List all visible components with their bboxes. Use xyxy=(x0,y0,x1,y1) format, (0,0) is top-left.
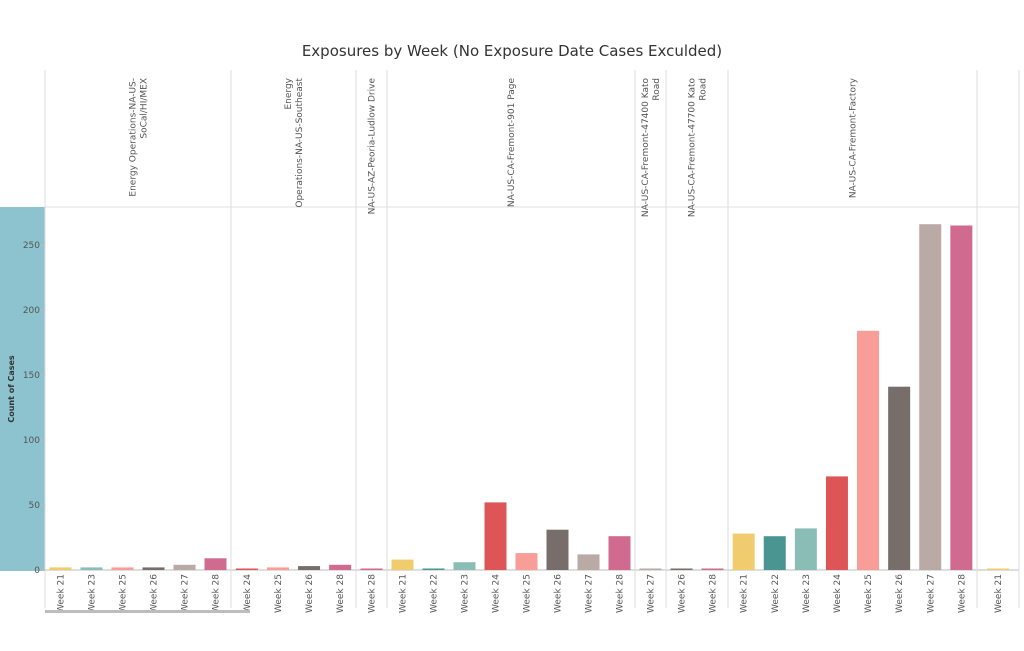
pane-header-label: NA-US-CA-Fremont-901 Page xyxy=(507,78,517,208)
x-tick-label: Week 28 xyxy=(957,574,967,613)
bar[interactable] xyxy=(919,224,942,570)
bar[interactable] xyxy=(266,567,289,570)
bar[interactable] xyxy=(732,533,755,570)
bar[interactable] xyxy=(453,562,476,570)
chart-title: Exposures by Week (No Exposure Date Case… xyxy=(301,42,723,60)
bar[interactable] xyxy=(794,528,817,570)
x-tick-label: Week 27 xyxy=(181,574,191,613)
bar[interactable] xyxy=(515,553,538,570)
bar[interactable] xyxy=(235,568,258,571)
x-tick-label: Week 25 xyxy=(523,574,533,613)
x-tick-label: Week 28 xyxy=(616,574,626,613)
x-tick-layer: Week 21 Week 23 Week 25 Week 26 Week 27 Week … xyxy=(57,574,1005,613)
bar[interactable] xyxy=(608,536,631,570)
pane-header-label: NA-US-AZ-Peoria-Ludlow Drive xyxy=(368,78,378,215)
x-tick-label: Week 25 xyxy=(274,574,284,613)
bar[interactable] xyxy=(484,502,507,570)
x-tick-label: Week 25 xyxy=(864,574,874,613)
pane-header-label: NA-US-CA-Fremont-47700 Kato xyxy=(688,78,698,218)
y-tick-label: 150 xyxy=(23,371,40,381)
x-tick-label: Week 28 xyxy=(336,574,346,613)
x-tick-label: Week 26 xyxy=(305,574,315,613)
x-tick-label: Week 26 xyxy=(554,574,564,613)
bar[interactable] xyxy=(173,564,196,570)
x-tick-label: Week 23 xyxy=(461,574,471,613)
pane-header-label: SoCal/HI/MEX xyxy=(140,78,150,139)
bar[interactable] xyxy=(391,559,414,570)
bar[interactable] xyxy=(987,568,1009,571)
bar[interactable] xyxy=(670,568,693,571)
x-tick-label: Week 28 xyxy=(212,574,222,613)
pane-header-label: Energy Operations-NA-US- xyxy=(129,78,139,197)
pane-header-layer: Energy Operations-NA-US- SoCal/HI/MEX Ener… xyxy=(129,77,859,217)
bar[interactable] xyxy=(298,566,321,570)
x-tick-label: Week 21 xyxy=(740,574,750,613)
y-tick-label: 100 xyxy=(23,436,40,446)
x-tick-label: Week 26 xyxy=(678,574,688,613)
bar[interactable] xyxy=(80,567,103,570)
x-tick-label: Week 25 xyxy=(119,574,129,613)
x-tick-label: Week 27 xyxy=(647,574,657,613)
pane-header-label: NA-US-CA-Fremont-47400 Kato xyxy=(641,78,651,218)
bar[interactable] xyxy=(142,567,165,570)
x-tick-label: Week 27 xyxy=(585,574,595,613)
bar[interactable] xyxy=(111,567,134,570)
x-tick-label: Week 26 xyxy=(895,574,905,613)
bar[interactable] xyxy=(204,558,227,570)
bar[interactable] xyxy=(329,564,352,570)
bar[interactable] xyxy=(701,568,724,571)
pane-header-label: Energy xyxy=(284,77,294,109)
y-tick-label: 0 xyxy=(34,566,40,576)
y-tick-label: 50 xyxy=(29,501,41,511)
y-axis-title: Count of Cases xyxy=(7,355,16,423)
bar[interactable] xyxy=(857,330,880,570)
bar[interactable] xyxy=(825,476,848,570)
bar[interactable] xyxy=(639,568,662,571)
bar-layer xyxy=(49,224,1009,571)
x-tick-label: Week 22 xyxy=(430,574,440,613)
pane-header-label: Operations-NA-US-Southeast xyxy=(295,78,305,208)
bar[interactable] xyxy=(360,568,383,571)
x-tick-label: Week 27 xyxy=(926,574,936,613)
horizontal-scrollbar[interactable] xyxy=(45,610,250,613)
x-tick-label: Week 24 xyxy=(243,574,253,613)
pane-header-label: NA-US-CA-Fremont-Factory xyxy=(849,77,859,198)
x-tick-label: Week 28 xyxy=(709,574,719,613)
y-tick-label: 200 xyxy=(23,306,40,316)
bar[interactable] xyxy=(763,536,786,570)
x-tick-label: Week 23 xyxy=(88,574,98,613)
bar[interactable] xyxy=(577,554,600,570)
y-tick-label: 250 xyxy=(23,241,40,251)
x-tick-label: Week 21 xyxy=(994,574,1004,613)
bar[interactable] xyxy=(422,568,445,571)
x-tick-label: Week 22 xyxy=(771,574,781,613)
x-tick-label: Week 24 xyxy=(492,574,502,613)
x-tick-label: Week 21 xyxy=(57,574,67,613)
x-tick-label: Week 24 xyxy=(833,574,843,613)
bar[interactable] xyxy=(888,386,911,570)
x-tick-label: Week 23 xyxy=(802,574,812,613)
x-tick-label: Week 21 xyxy=(399,574,409,613)
bar[interactable] xyxy=(49,567,72,570)
bar[interactable] xyxy=(950,225,973,571)
y-tick-layer: 0 50 100 150 200 250 xyxy=(23,241,45,576)
x-tick-label: Week 28 xyxy=(368,574,378,613)
x-tick-label: Week 26 xyxy=(150,574,160,613)
y-axis-band xyxy=(0,207,45,571)
pane-header-label: Road xyxy=(652,78,662,101)
bar[interactable] xyxy=(546,529,569,570)
pane-header-label: Road xyxy=(699,78,709,101)
